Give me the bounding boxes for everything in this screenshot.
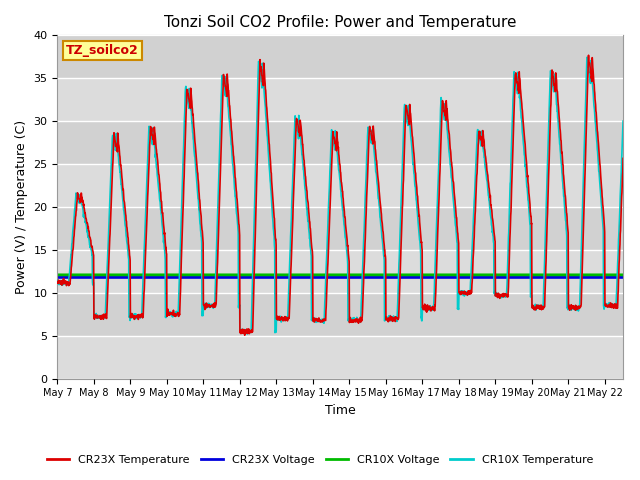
Bar — [58, 207, 623, 250]
Legend: CR23X Temperature, CR23X Voltage, CR10X Voltage, CR10X Temperature: CR23X Temperature, CR23X Voltage, CR10X … — [43, 451, 597, 469]
Y-axis label: Power (V) / Temperature (C): Power (V) / Temperature (C) — [15, 120, 28, 294]
Text: TZ_soilco2: TZ_soilco2 — [66, 44, 139, 57]
Bar — [58, 36, 623, 78]
Bar — [58, 121, 623, 164]
X-axis label: Time: Time — [325, 404, 356, 417]
Title: Tonzi Soil CO2 Profile: Power and Temperature: Tonzi Soil CO2 Profile: Power and Temper… — [164, 15, 516, 30]
Bar — [58, 293, 623, 336]
